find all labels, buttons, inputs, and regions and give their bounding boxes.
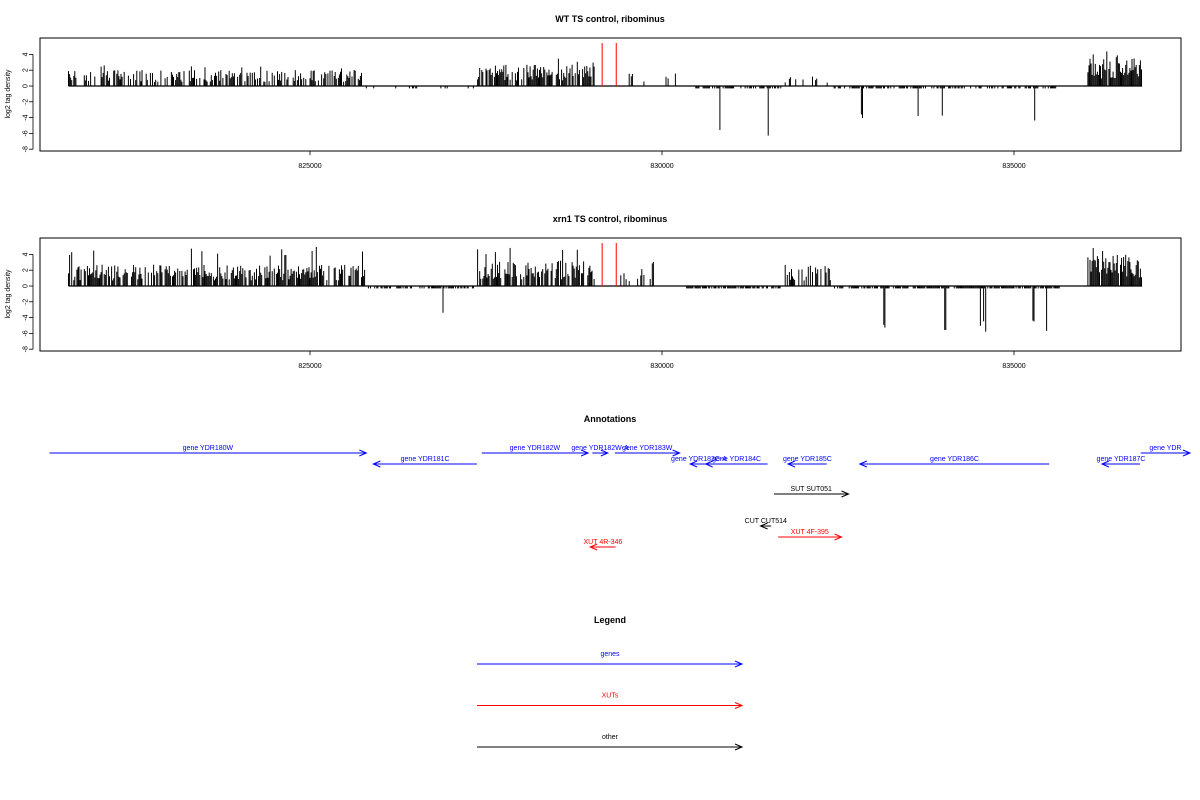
- annotation-features: gene YDR180W gene YDR181C gene YDR182W gene…: [49, 445, 1192, 551]
- feature-label: gene YDR180W: [183, 445, 234, 452]
- feature-label: SUT SUT051: [790, 486, 832, 493]
- y-tick-label: -2: [23, 299, 30, 305]
- x-tick-label: 835000: [1002, 163, 1025, 170]
- xrn1-y-axis-label: log2 tag density: [5, 269, 12, 319]
- legend-label: other: [602, 734, 619, 741]
- x-tick-label: 830000: [650, 363, 673, 370]
- wt-plot-marks: -8 -6 -4 -2 0 2 4 825000 830000 835000: [23, 43, 1143, 170]
- feature-label: gene YDR182W-A: [571, 445, 629, 452]
- y-tick-label: 4: [23, 52, 30, 56]
- feature-label: gene YDR187C: [1097, 456, 1146, 463]
- feature-arrow-head: [858, 460, 868, 468]
- legend-label: genes: [600, 651, 620, 658]
- legend-entries: genes XUTs other: [477, 651, 744, 751]
- feature-label: gene YDR: [1149, 445, 1181, 452]
- feature-label: CUT CUT514: [745, 518, 787, 525]
- legend-label: XUTs: [602, 693, 619, 700]
- feature-label: gene YDR183W: [622, 445, 673, 452]
- feature-arrow-head: [580, 449, 590, 457]
- y-tick-label: 2: [23, 68, 30, 72]
- feature-arrow-head: [841, 490, 850, 498]
- legend-arrow-head: [734, 702, 744, 709]
- feature-arrow-head: [1100, 460, 1110, 468]
- y-tick-label: -6: [23, 330, 30, 336]
- feature-arrow-head: [588, 543, 598, 551]
- y-tick-label: -4: [23, 114, 30, 120]
- wt-coverage-plot: WT TS control, ribominus log2 tag densit…: [5, 14, 1182, 170]
- x-tick-label: 825000: [298, 363, 321, 370]
- xrn1-coverage-plot: xrn1 TS control, ribominus log2 tag dens…: [5, 214, 1182, 370]
- wt-plot-title: WT TS control, ribominus: [555, 14, 665, 24]
- xrn1-plot-marks: -8 -6 -4 -2 0 2 4 825000 830000 835000: [23, 243, 1143, 370]
- wt-y-axis-label: log2 tag density: [5, 69, 12, 119]
- y-tick-label: -2: [23, 99, 30, 105]
- legend-title: Legend: [594, 615, 626, 625]
- feature-label: gene YDR182W: [510, 445, 561, 452]
- annotations-title: Annotations: [584, 414, 637, 424]
- legend: Legend genes XUTs other: [477, 615, 744, 751]
- feature-arrow-head: [1182, 449, 1192, 457]
- xrn1-plot-frame: [39, 237, 1182, 352]
- y-tick-label: -4: [23, 314, 30, 320]
- legend-arrow-head: [734, 743, 744, 751]
- y-tick-label: -8: [23, 146, 30, 152]
- x-tick-label: 835000: [1002, 363, 1025, 370]
- feature-arrow-head: [834, 533, 843, 541]
- wt-plot-frame: [39, 37, 1182, 152]
- xrn1-plot-title: xrn1 TS control, ribominus: [553, 214, 668, 224]
- y-tick-label: -6: [23, 130, 30, 136]
- y-tick-label: 0: [23, 84, 30, 88]
- y-tick-label: 0: [23, 284, 30, 288]
- y-tick-label: -8: [23, 346, 30, 352]
- y-tick-label: 4: [23, 252, 30, 256]
- feature-arrow-head: [704, 460, 713, 468]
- x-tick-label: 830000: [650, 163, 673, 170]
- feature-arrow-head: [600, 449, 610, 457]
- feature-label: gene YDR183C-A: [671, 456, 727, 463]
- feature-label: gene YDR181C: [401, 456, 450, 463]
- feature-label: gene YDR185C: [783, 456, 832, 463]
- x-tick-label: 825000: [298, 163, 321, 170]
- feature-arrow-head: [688, 460, 698, 468]
- y-tick-label: 2: [23, 268, 30, 272]
- legend-arrow-head: [734, 660, 744, 668]
- feature-arrow-head: [786, 460, 796, 468]
- feature-label: gene YDR186C: [930, 456, 979, 463]
- feature-arrow-head: [759, 522, 768, 530]
- feature-arrow-head: [359, 449, 368, 457]
- feature-arrow-head: [372, 460, 381, 468]
- feature-arrow-head: [672, 449, 681, 457]
- feature-label: gene YDR184C: [712, 456, 761, 463]
- feature-label: XUT 4F-395: [791, 529, 829, 536]
- feature-label: XUT 4R-346: [584, 539, 623, 546]
